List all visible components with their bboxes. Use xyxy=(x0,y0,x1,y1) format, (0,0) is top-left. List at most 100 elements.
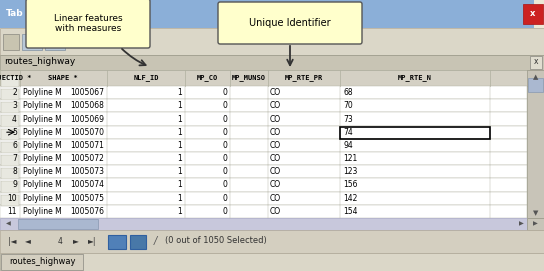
Bar xyxy=(528,78,543,92)
Text: 1005074: 1005074 xyxy=(70,180,104,189)
Text: 1: 1 xyxy=(177,180,182,189)
Text: 1: 1 xyxy=(177,101,182,110)
Text: 1: 1 xyxy=(177,194,182,203)
Text: 0: 0 xyxy=(222,180,227,189)
Text: 74: 74 xyxy=(343,128,353,137)
Text: CO: CO xyxy=(270,128,281,137)
Text: 5: 5 xyxy=(12,128,17,137)
Text: CO: CO xyxy=(270,207,281,216)
Text: 1: 1 xyxy=(177,154,182,163)
Bar xyxy=(1,195,19,206)
Text: /: / xyxy=(153,236,157,246)
Text: CO: CO xyxy=(270,154,281,163)
Text: 8: 8 xyxy=(13,167,17,176)
Bar xyxy=(22,34,42,50)
Text: Polyline M: Polyline M xyxy=(23,194,62,203)
Text: 94: 94 xyxy=(343,141,353,150)
Text: 1005073: 1005073 xyxy=(70,167,104,176)
Bar xyxy=(1,155,19,166)
Text: MP_RTE_N: MP_RTE_N xyxy=(398,75,432,82)
Text: (0 out of 1050 Selected): (0 out of 1050 Selected) xyxy=(165,237,267,246)
Text: Polyline M: Polyline M xyxy=(23,115,62,124)
Bar xyxy=(0,253,544,271)
Text: 1005070: 1005070 xyxy=(70,128,104,137)
Bar xyxy=(0,192,527,205)
Bar xyxy=(0,86,527,99)
Text: 123: 123 xyxy=(343,167,357,176)
Bar xyxy=(0,0,534,28)
Text: Unique Identifier: Unique Identifier xyxy=(249,18,331,28)
Bar xyxy=(340,127,490,139)
Text: 142: 142 xyxy=(343,194,357,203)
Bar xyxy=(1,115,19,127)
Text: 0: 0 xyxy=(222,167,227,176)
Text: MP_CO: MP_CO xyxy=(196,75,218,82)
Text: 70: 70 xyxy=(343,101,353,110)
Text: Tab: Tab xyxy=(6,9,23,18)
FancyBboxPatch shape xyxy=(218,2,362,44)
Text: CO: CO xyxy=(270,180,281,189)
Text: 1: 1 xyxy=(177,141,182,150)
Text: routes_highway: routes_highway xyxy=(9,257,75,266)
Text: 1: 1 xyxy=(177,115,182,124)
Text: 1005068: 1005068 xyxy=(70,101,104,110)
Text: 0: 0 xyxy=(222,207,227,216)
Text: routes_highway: routes_highway xyxy=(4,57,75,66)
Bar xyxy=(1,254,83,270)
Text: 1005071: 1005071 xyxy=(70,141,104,150)
Text: CO: CO xyxy=(270,194,281,203)
Text: 68: 68 xyxy=(343,88,353,97)
Text: 2: 2 xyxy=(13,88,17,97)
Bar xyxy=(0,152,527,165)
Bar xyxy=(1,168,19,179)
Text: CO: CO xyxy=(270,115,281,124)
Text: 1: 1 xyxy=(177,128,182,137)
Bar xyxy=(1,129,19,140)
Text: MP_MUNSO: MP_MUNSO xyxy=(232,75,266,82)
Bar xyxy=(0,139,527,152)
Text: CO: CO xyxy=(270,88,281,97)
Text: 0: 0 xyxy=(222,194,227,203)
Text: 0: 0 xyxy=(222,128,227,137)
Text: CO: CO xyxy=(270,167,281,176)
Text: CO: CO xyxy=(270,141,281,150)
Bar xyxy=(523,4,543,24)
Text: Polyline M: Polyline M xyxy=(23,88,62,97)
Bar xyxy=(3,34,19,50)
Bar xyxy=(1,181,19,193)
Text: Polyline M: Polyline M xyxy=(23,167,62,176)
Text: 73: 73 xyxy=(343,115,353,124)
Text: Polyline M: Polyline M xyxy=(23,128,62,137)
Text: 7: 7 xyxy=(12,154,17,163)
Text: |◄: |◄ xyxy=(8,237,16,246)
Text: 1005072: 1005072 xyxy=(70,154,104,163)
Bar xyxy=(527,218,544,230)
Text: Linear features
with measures: Linear features with measures xyxy=(54,14,122,33)
Text: ►|: ►| xyxy=(88,237,96,246)
Text: 4: 4 xyxy=(12,115,17,124)
Text: 1: 1 xyxy=(177,167,182,176)
Text: OBJECTID *: OBJECTID * xyxy=(0,75,31,81)
Text: 0: 0 xyxy=(222,101,227,110)
Text: MP_RTE_PR: MP_RTE_PR xyxy=(285,75,323,82)
Text: 0: 0 xyxy=(222,115,227,124)
Text: 121: 121 xyxy=(343,154,357,163)
Text: 1: 1 xyxy=(177,207,182,216)
Bar xyxy=(0,99,527,112)
Text: Polyline M: Polyline M xyxy=(23,154,62,163)
Text: ◄: ◄ xyxy=(25,237,31,246)
Bar xyxy=(0,230,544,253)
Text: 0: 0 xyxy=(222,88,227,97)
Bar xyxy=(0,55,544,70)
Text: 0: 0 xyxy=(222,154,227,163)
Text: 6: 6 xyxy=(12,141,17,150)
Text: 156: 156 xyxy=(343,180,357,189)
Text: Polyline M: Polyline M xyxy=(23,101,62,110)
Text: 1: 1 xyxy=(177,88,182,97)
Bar xyxy=(530,56,542,69)
Text: 1005075: 1005075 xyxy=(70,194,104,203)
Text: SHAPE *: SHAPE * xyxy=(48,75,78,81)
Bar xyxy=(1,142,19,153)
Text: CO: CO xyxy=(270,101,281,110)
Bar xyxy=(0,218,527,230)
